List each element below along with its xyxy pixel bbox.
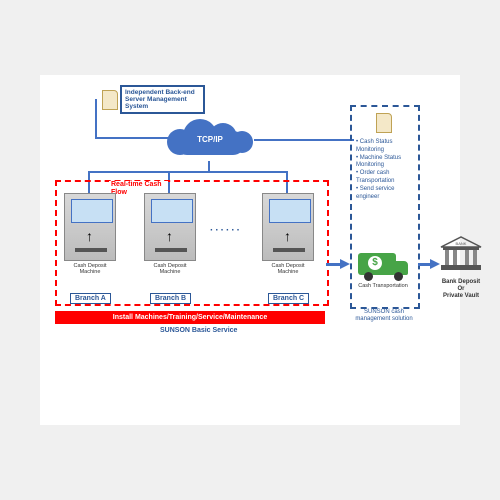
atm-branch-c: ↑ Cash Deposit Machine <box>262 193 314 275</box>
branch-a-label: Branch A <box>70 293 111 304</box>
connector-cloud-mgmt <box>254 139 354 141</box>
mgmt-item-3: Send service engineer <box>356 186 412 202</box>
connector-server-cloud <box>95 99 97 139</box>
tcpip-cloud: TCP/IP <box>165 119 255 164</box>
mgmt-doc-icon <box>376 113 392 133</box>
management-features-list: Cash Status Monitoring Machine Status Mo… <box>356 139 412 201</box>
bank-label-1: Bank Deposit <box>438 279 484 286</box>
bank-sign: BANK <box>456 241 467 246</box>
atm-b-label: Cash Deposit Machine <box>144 263 196 275</box>
arrow-to-mgmt-head <box>340 259 350 269</box>
branch-b-label: Branch B <box>150 293 191 304</box>
mgmt-item-0: Cash Status Monitoring <box>356 139 412 155</box>
bank-label-3: Private Vault <box>438 293 484 300</box>
server-doc-icon <box>102 90 118 110</box>
mgmt-item-1: Machine Status Monitoring <box>356 155 412 171</box>
atm-branch-b: ↑ Cash Deposit Machine <box>144 193 196 275</box>
red-bar-label: Install Machines/Training/Service/Mainte… <box>113 314 267 321</box>
diagram-canvas: Independent Back-end Server Management S… <box>40 75 460 425</box>
branch-c-label: Branch C <box>268 293 309 304</box>
truck-label: Cash Transportation <box>353 283 413 289</box>
ellipsis-icon: ······ <box>210 225 242 236</box>
bank-icon: BANK Bank Deposit Or Private Vault <box>438 235 484 301</box>
cash-transport-truck-icon: $ Cash Transportation <box>358 253 408 281</box>
atm-branch-a: ↑ Cash Deposit Machine <box>64 193 116 275</box>
cloud-label: TCP/IP <box>165 135 255 144</box>
mgmt-item-2: Order cash Transportation <box>356 170 412 186</box>
server-management-box: Independent Back-end Server Management S… <box>120 85 205 114</box>
install-service-bar: Install Machines/Training/Service/Mainte… <box>55 311 325 324</box>
atm-a-label: Cash Deposit Machine <box>64 263 116 275</box>
connector-cloud-bus <box>88 171 288 173</box>
server-label: Independent Back-end Server Management S… <box>125 89 195 110</box>
atm-c-label: Cash Deposit Machine <box>262 263 314 275</box>
solution-label: SUNSON cash management solution <box>354 309 414 323</box>
bank-label-2: Or <box>438 286 484 293</box>
basic-service-label: SUNSON Basic Service <box>160 327 237 334</box>
